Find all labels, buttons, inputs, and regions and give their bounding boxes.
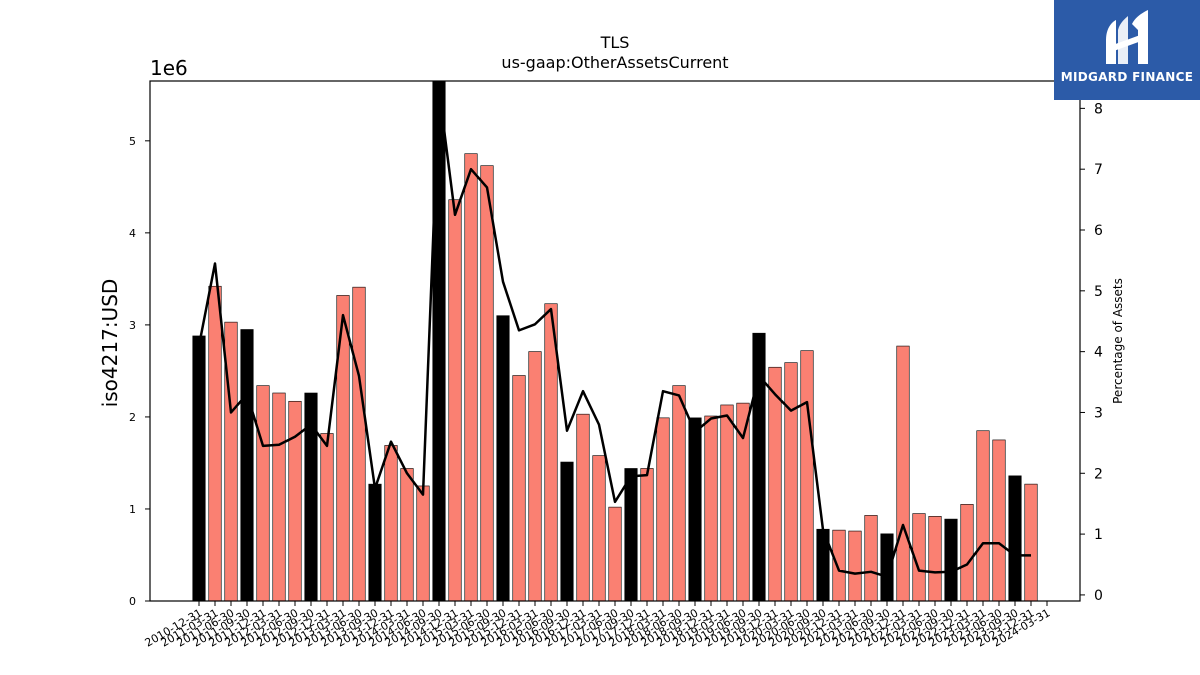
y-axis-label: iso4217:USD: [98, 279, 122, 408]
bar: [944, 518, 958, 602]
y-right-tick-label: 2: [1094, 466, 1103, 482]
percentage-line-path: [197, 88, 1031, 578]
bar: [672, 385, 686, 602]
bar: [992, 439, 1006, 602]
bar: [896, 345, 910, 602]
bar: [320, 433, 334, 602]
brand-logo-text: MIDGARD FINANCE: [1060, 70, 1194, 84]
bar: [576, 413, 590, 602]
bar: [272, 392, 286, 602]
bar: [528, 351, 542, 602]
bar: [688, 417, 702, 602]
bar: [608, 506, 622, 602]
bar: [208, 285, 222, 602]
y-axis-right-label: Percentage of Assets: [1111, 278, 1125, 404]
bar: [976, 430, 990, 602]
y-axis-left-ticks: 0 1 2 3 4 5: [129, 135, 150, 608]
bar: [800, 350, 814, 602]
bar: [368, 483, 382, 602]
chart-title: TLS: [600, 33, 630, 52]
bar: [768, 366, 782, 602]
bar: [192, 335, 206, 602]
bar: [864, 515, 878, 602]
bar: [624, 468, 638, 602]
midgard-logo-icon: [1106, 10, 1148, 64]
y-tick-label: 2: [129, 411, 136, 424]
bars: [192, 80, 1038, 602]
bar: [656, 417, 670, 602]
x-axis-ticks: 2010-12-312011-03-312011-06-302011-09-30…: [143, 601, 1053, 650]
y-tick-label: 1: [129, 503, 136, 516]
percentage-line: [197, 88, 1031, 578]
bar: [352, 286, 366, 602]
y-tick-label: 3: [129, 319, 136, 332]
bar: [880, 533, 894, 602]
bar: [432, 80, 446, 602]
bar: [592, 455, 606, 602]
bar: [848, 530, 862, 602]
bar: [560, 461, 574, 602]
bar: [720, 404, 734, 602]
bar: [1008, 475, 1022, 602]
bar: [384, 445, 398, 602]
y-right-tick-label: 6: [1094, 223, 1103, 239]
bar: [704, 415, 718, 602]
bar: [464, 153, 478, 602]
bar: [512, 375, 526, 602]
bar: [832, 529, 846, 602]
bar: [1024, 483, 1038, 602]
y-right-tick-label: 1: [1094, 527, 1103, 543]
bar: [752, 332, 766, 602]
brand-logo: MIDGARD FINANCE: [1054, 0, 1200, 100]
y-axis-multiplier: 1e6: [150, 56, 188, 80]
bar: [288, 400, 302, 602]
y-right-tick-label: 5: [1094, 284, 1103, 300]
bar: [784, 362, 798, 602]
y-right-tick-label: 7: [1094, 162, 1103, 178]
bar: [416, 485, 430, 602]
bar: [480, 165, 494, 602]
y-tick-label: 5: [129, 135, 136, 148]
bar: [448, 199, 462, 602]
y-right-tick-label: 0: [1094, 588, 1103, 604]
bar: [496, 315, 510, 602]
y-tick-label: 4: [129, 227, 136, 240]
bar: [400, 468, 414, 602]
y-axis-right-ticks: 0 1 2 3 4 5 6 7 8: [1080, 101, 1103, 604]
y-right-tick-label: 8: [1094, 101, 1103, 117]
y-right-tick-label: 4: [1094, 345, 1103, 361]
bar: [240, 329, 254, 602]
bar: [256, 385, 270, 602]
bar: [640, 468, 654, 602]
plot-frame: [149, 80, 1081, 602]
y-tick-label: 0: [129, 595, 136, 608]
y-right-tick-label: 3: [1094, 405, 1103, 421]
bar: [960, 504, 974, 602]
chart-subtitle: us-gaap:OtherAssetsCurrent: [501, 53, 728, 72]
bar: [928, 516, 942, 602]
